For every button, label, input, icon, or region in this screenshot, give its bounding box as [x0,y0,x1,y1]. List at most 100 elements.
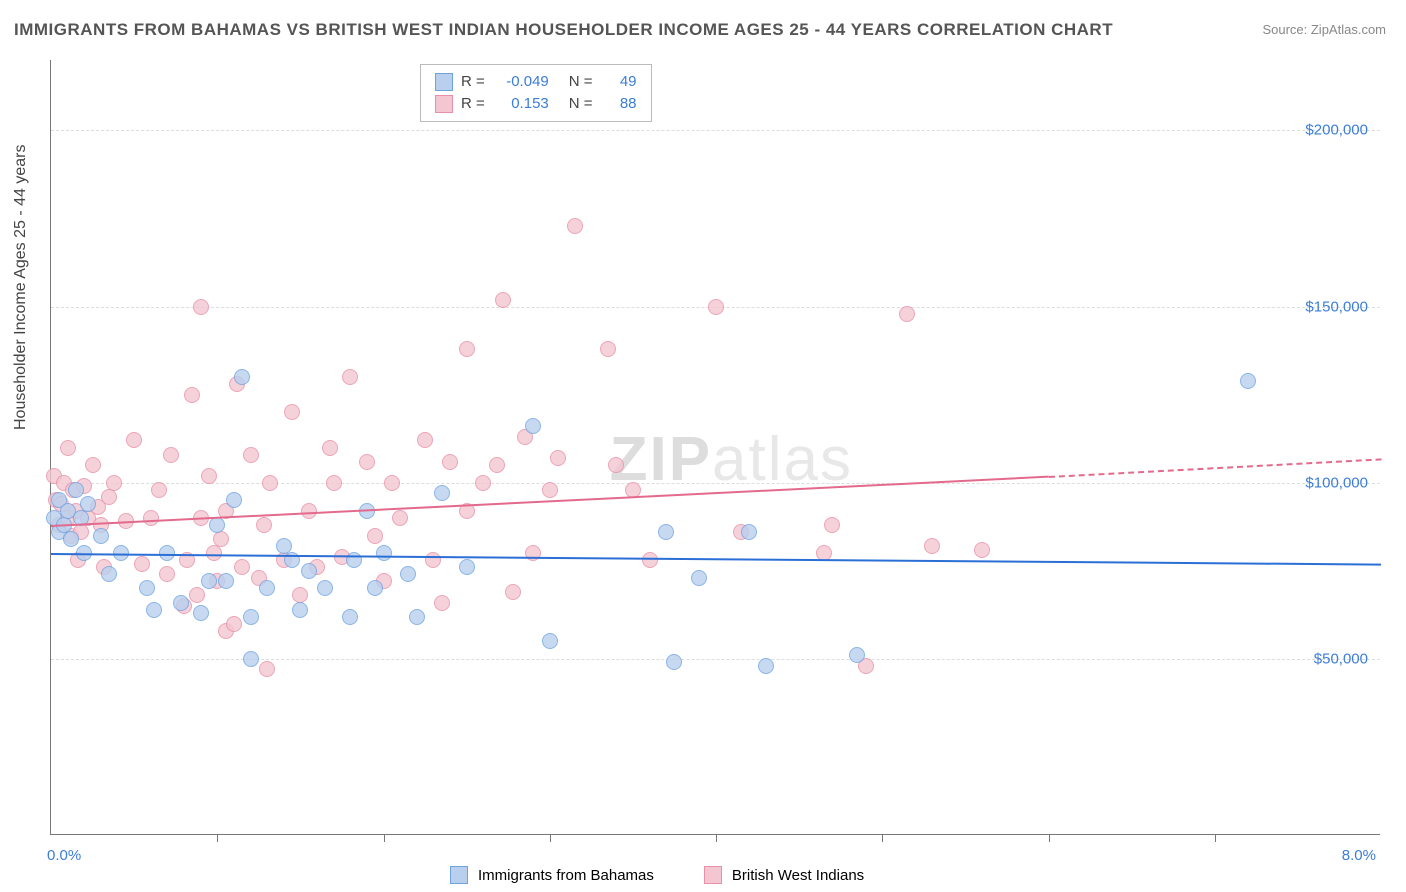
stat-value: 88 [607,93,637,115]
data-point-b [193,299,209,315]
data-point-b [284,404,300,420]
xtick [882,834,883,842]
data-point-b [642,552,658,568]
data-point-a [243,609,259,625]
data-point-b [505,584,521,600]
data-point-b [234,559,250,575]
data-point-b [924,538,940,554]
xtick [217,834,218,842]
xtick [1215,834,1216,842]
data-point-a [317,580,333,596]
data-point-a [243,651,259,667]
data-point-b [567,218,583,234]
data-point-b [159,566,175,582]
data-point-a [93,528,109,544]
data-point-b [262,475,278,491]
data-point-b [417,432,433,448]
data-point-b [425,552,441,568]
data-point-b [259,661,275,677]
data-point-a [63,531,79,547]
data-point-b [359,454,375,470]
grid-line [51,130,1380,131]
correlation-legend: R = -0.049 N = 49 R = 0.153 N = 88 [420,64,652,122]
data-point-a [234,369,250,385]
data-point-a [201,573,217,589]
data-point-b [708,299,724,315]
data-point-b [608,457,624,473]
data-point-a [139,580,155,596]
ytick-label: $100,000 [1305,474,1368,491]
data-point-b [243,447,259,463]
data-point-a [691,570,707,586]
data-point-b [475,475,491,491]
data-point-a [173,595,189,611]
data-point-b [256,517,272,533]
data-point-b [322,440,338,456]
data-point-b [134,556,150,572]
data-point-b [60,440,76,456]
data-point-b [143,510,159,526]
data-point-a [367,580,383,596]
data-point-b [392,510,408,526]
data-point-b [189,587,205,603]
xlim-min-label: 0.0% [47,847,81,864]
data-point-a [146,602,162,618]
data-point-a [658,524,674,540]
swatch-icon [435,73,453,91]
data-point-b [824,517,840,533]
stat-value: -0.049 [499,71,549,93]
data-point-a [292,602,308,618]
ytick-label: $50,000 [1314,650,1368,667]
data-point-b [326,475,342,491]
stat-value: 0.153 [499,93,549,115]
xtick [550,834,551,842]
data-point-b [367,528,383,544]
data-point-a [1240,373,1256,389]
data-point-b [163,447,179,463]
data-point-a [193,605,209,621]
data-point-a [226,492,242,508]
watermark-suffix: atlas [712,425,853,494]
data-point-b [206,545,222,561]
data-point-b [542,482,558,498]
data-point-b [126,432,142,448]
swatch-icon [435,95,453,113]
watermark-prefix: ZIP [610,425,712,494]
xtick [384,834,385,842]
data-point-a [218,573,234,589]
data-point-b [151,482,167,498]
data-point-b [384,475,400,491]
data-point-b [226,616,242,632]
data-point-b [342,369,358,385]
trend-line-a [51,553,1381,566]
data-point-b [459,341,475,357]
data-point-a [525,418,541,434]
source-attribution: Source: ZipAtlas.com [1262,22,1386,37]
data-point-b [101,489,117,505]
stat-label: R = [461,93,485,115]
ytick-label: $150,000 [1305,298,1368,315]
data-point-b [201,468,217,484]
watermark: ZIPatlas [610,424,853,495]
series-legend: Immigrants from Bahamas British West Ind… [450,866,864,884]
data-point-a [758,658,774,674]
stat-value: 49 [607,71,637,93]
xtick [716,834,717,842]
legend-row-b: R = 0.153 N = 88 [435,93,637,115]
chart-title: IMMIGRANTS FROM BAHAMAS VS BRITISH WEST … [14,20,1113,40]
swatch-icon [450,866,468,884]
data-point-a [666,654,682,670]
legend-row-a: R = -0.049 N = 49 [435,71,637,93]
data-point-b [434,595,450,611]
data-point-b [600,341,616,357]
ytick-label: $200,000 [1305,122,1368,139]
data-point-b [301,503,317,519]
data-point-a [459,559,475,575]
plot-area: ZIPatlas $50,000 $100,000 $150,000 $200,000… [50,60,1380,835]
legend-label: Immigrants from Bahamas [478,867,654,884]
xlim-max-label: 8.0% [1342,847,1376,864]
data-point-b [489,457,505,473]
data-point-a [409,609,425,625]
data-point-b [495,292,511,308]
data-point-a [101,566,117,582]
